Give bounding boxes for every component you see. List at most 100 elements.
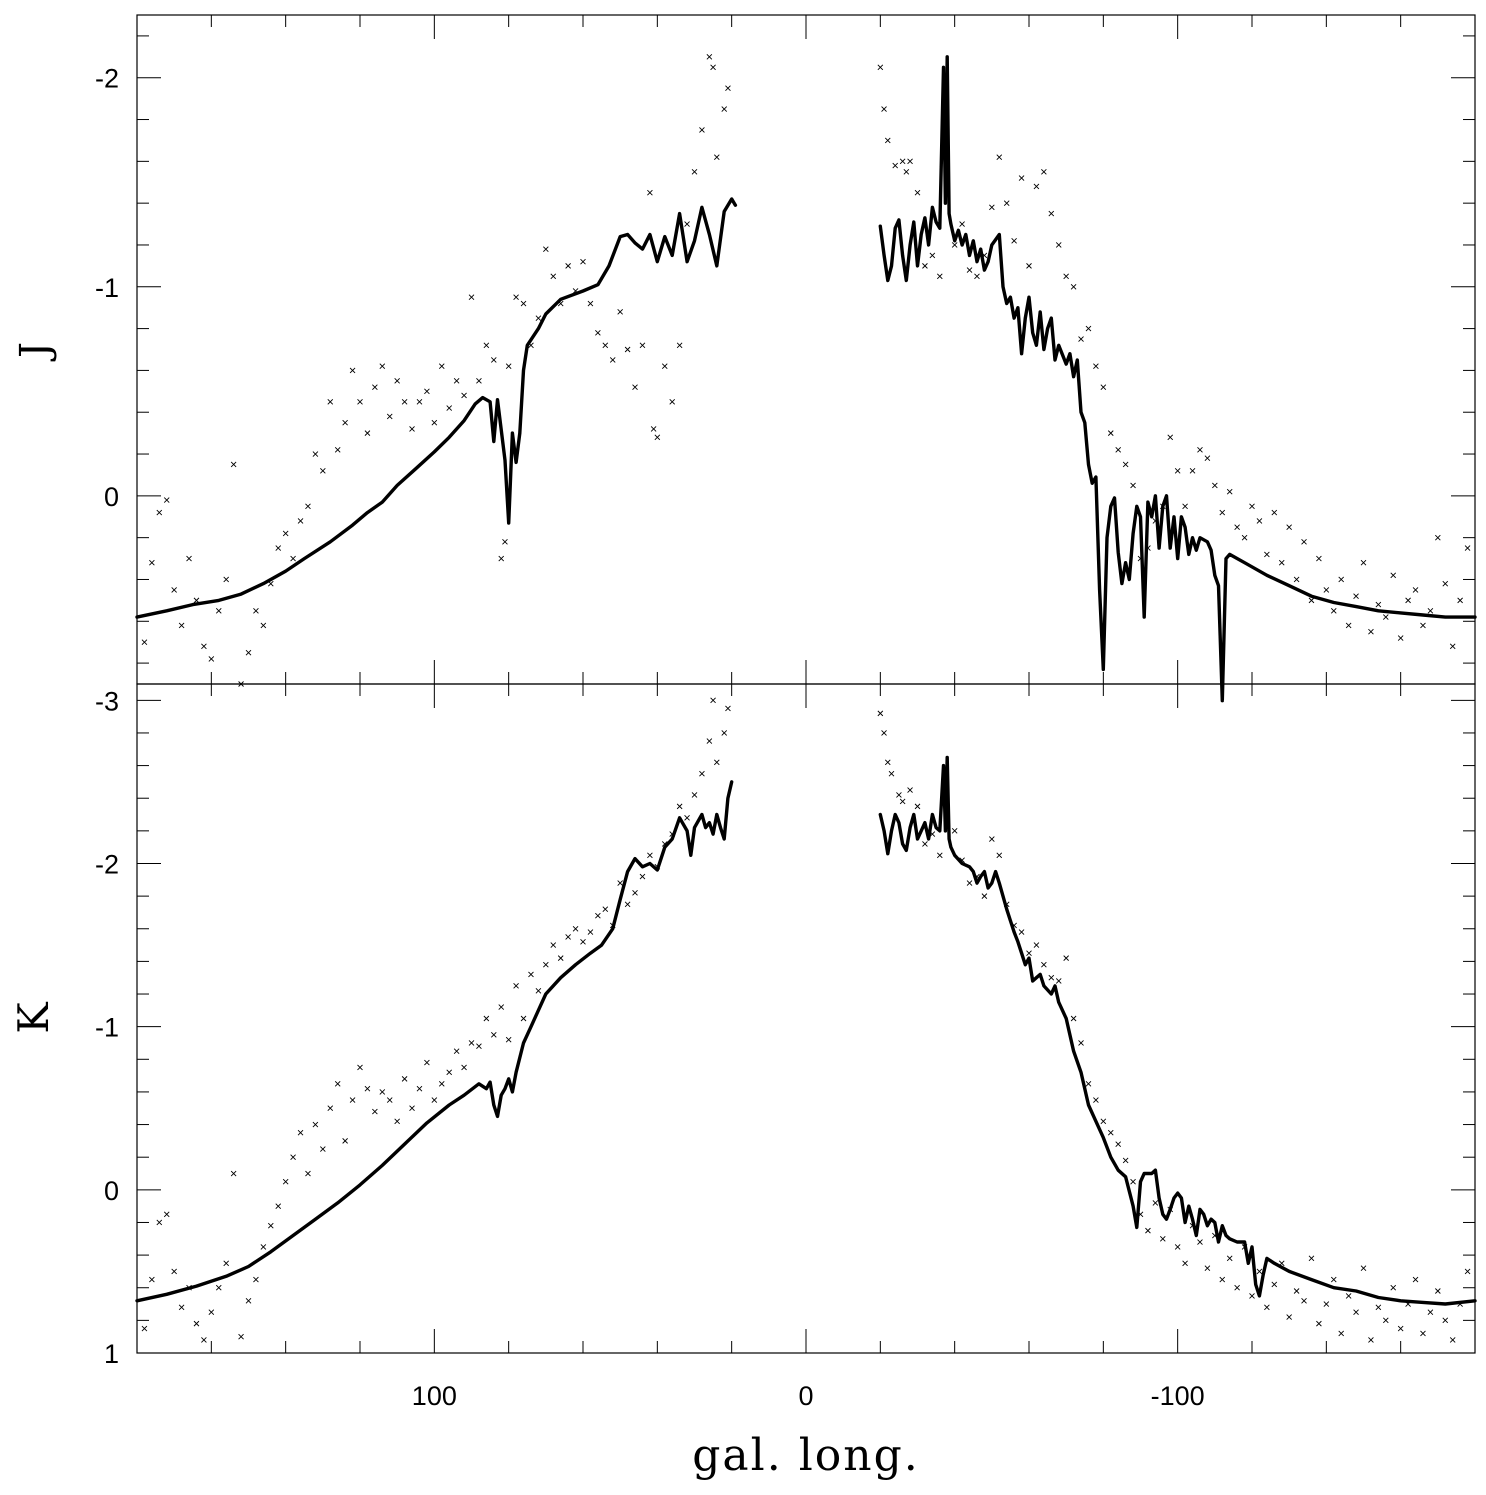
data-point — [1308, 1255, 1315, 1262]
data-point — [1055, 978, 1062, 984]
data-point — [617, 309, 623, 315]
y-tick-label-j: -2 — [95, 64, 119, 94]
data-point — [1353, 593, 1359, 600]
data-point — [899, 798, 906, 805]
data-point — [1457, 597, 1463, 604]
data-point — [1122, 461, 1129, 468]
data-point — [1271, 509, 1278, 516]
y-axis-title-j: J — [12, 342, 58, 362]
data-point — [624, 901, 631, 908]
data-point — [661, 841, 668, 847]
data-point — [223, 576, 230, 583]
data-point — [1301, 539, 1307, 545]
scatter-series-k — [141, 697, 1471, 1343]
data-point — [684, 221, 690, 227]
data-point — [1405, 597, 1411, 604]
data-point — [725, 85, 731, 91]
data-point — [884, 759, 891, 766]
data-point — [639, 342, 646, 349]
data-point — [1107, 1129, 1114, 1136]
x-tick-label: 0 — [798, 1381, 813, 1411]
data-point — [676, 342, 683, 349]
data-point — [647, 189, 653, 196]
data-point — [669, 831, 676, 837]
data-point — [327, 398, 334, 405]
data-point — [1390, 572, 1397, 579]
data-point — [1063, 955, 1069, 961]
data-point — [267, 580, 274, 587]
data-point — [297, 518, 304, 524]
data-point — [1308, 597, 1315, 604]
data-point — [877, 710, 884, 717]
data-point — [706, 53, 713, 60]
model-line-k-0 — [135, 780, 734, 1303]
data-point — [1449, 643, 1456, 650]
data-point — [587, 929, 594, 935]
data-point — [438, 363, 445, 370]
data-point — [446, 1069, 453, 1076]
data-point — [1159, 1235, 1166, 1242]
data-point — [290, 1154, 296, 1161]
scatter-series-j — [141, 53, 1471, 687]
data-point — [1159, 503, 1166, 510]
data-point — [959, 221, 965, 227]
data-point — [476, 1043, 482, 1050]
data-point — [1397, 1325, 1404, 1332]
y-tick-label-k: 1 — [104, 1339, 119, 1369]
data-point — [245, 649, 252, 656]
data-point — [327, 1105, 334, 1112]
data-point — [446, 405, 453, 411]
data-point — [364, 1085, 371, 1092]
data-point — [1353, 1309, 1359, 1316]
data-point — [888, 770, 895, 777]
data-point — [401, 398, 408, 405]
data-point — [1234, 524, 1240, 531]
data-point — [320, 1146, 326, 1152]
data-point — [1033, 183, 1040, 190]
data-point — [632, 384, 638, 390]
data-point — [320, 467, 326, 474]
data-point — [364, 430, 371, 436]
data-point — [1078, 336, 1084, 342]
data-point — [1286, 524, 1292, 531]
data-point — [1249, 503, 1255, 510]
data-point — [513, 983, 519, 989]
data-point — [490, 1032, 497, 1038]
y-tick-label-j: -1 — [95, 273, 119, 303]
data-point — [535, 315, 542, 321]
data-point — [903, 168, 910, 175]
data-point — [1382, 614, 1389, 620]
plot-frame-j — [136, 14, 1476, 685]
data-point — [215, 1284, 222, 1291]
data-point — [282, 1178, 289, 1185]
data-point — [1130, 482, 1136, 489]
data-point — [1115, 447, 1122, 453]
panel-bottom-k: -3 -2 -1 0 1 100 0 -100 — [95, 683, 1477, 1411]
data-point — [1137, 555, 1144, 562]
data-point — [1182, 503, 1188, 510]
data-point — [1063, 273, 1069, 280]
data-point — [372, 1108, 378, 1115]
data-point — [922, 841, 928, 847]
data-point — [699, 770, 705, 777]
data-point — [1464, 1268, 1471, 1275]
x-tick-label: 100 — [412, 1381, 457, 1411]
data-point — [149, 559, 155, 566]
data-point — [710, 64, 716, 71]
data-point — [609, 357, 616, 363]
data-point — [1070, 1015, 1077, 1022]
data-point — [595, 329, 601, 336]
panel-top-j: -2 -1 0 — [95, 14, 1477, 703]
data-point — [907, 787, 913, 793]
data-point — [580, 258, 586, 265]
data-point — [1390, 1284, 1397, 1291]
data-point — [1457, 1301, 1463, 1307]
data-point — [691, 168, 698, 175]
data-point — [713, 759, 720, 766]
data-point — [1323, 587, 1330, 593]
data-point — [1122, 1157, 1129, 1164]
y-tick-label-k: -1 — [95, 1013, 119, 1043]
data-point — [907, 158, 913, 165]
data-point — [996, 852, 1003, 859]
data-point — [1316, 1320, 1322, 1327]
